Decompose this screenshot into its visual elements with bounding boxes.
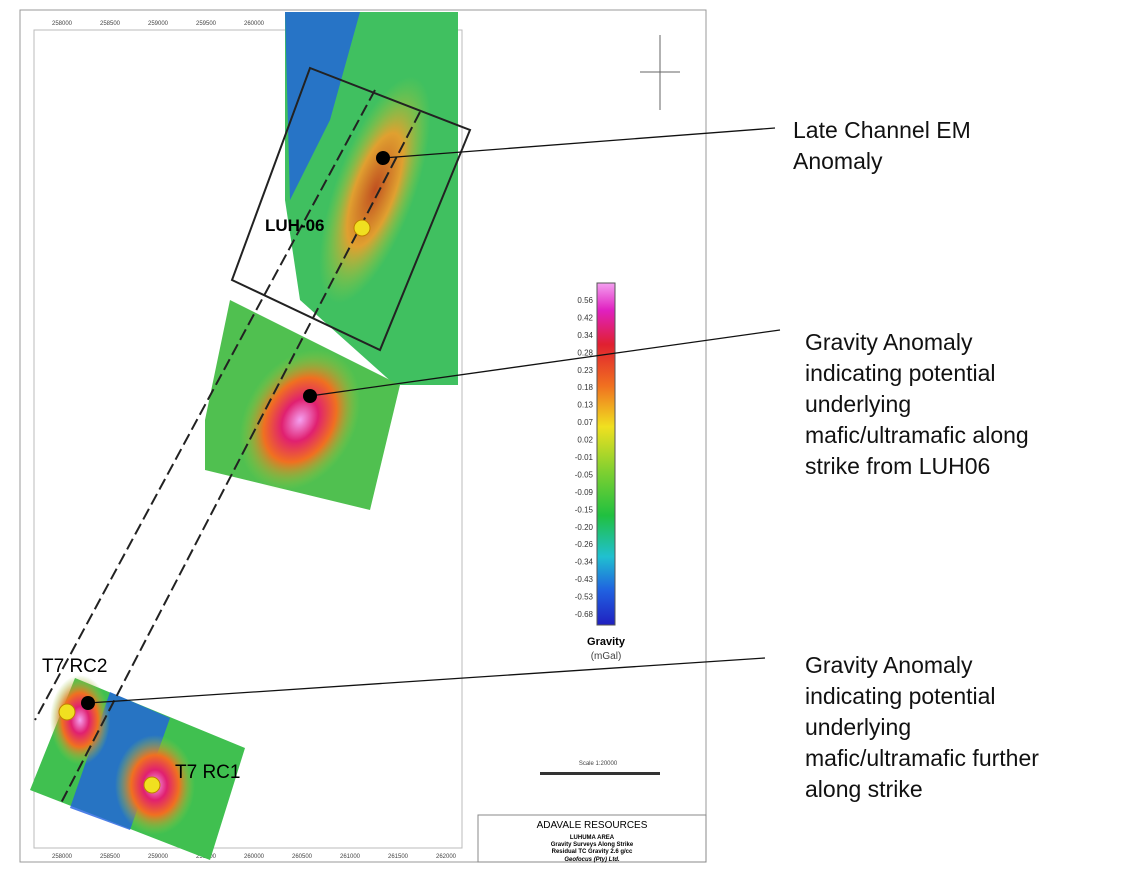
x-label: 258500: [100, 21, 121, 27]
x-label: 261000: [340, 854, 361, 860]
subtitle: Gravity Surveys Along Strike: [551, 842, 634, 848]
legend-value: -0.34: [575, 558, 594, 567]
hole-label: T7 RC1: [175, 762, 240, 783]
x-label: 259000: [148, 21, 169, 27]
x-label: 260000: [244, 854, 265, 860]
colorbar: [597, 283, 615, 625]
x-label: 261500: [388, 854, 409, 860]
drillhole: [354, 220, 370, 236]
x-label: 259000: [148, 854, 169, 860]
x-label: 262000: [436, 854, 457, 860]
legend-value: 0.56: [577, 296, 593, 305]
annotation-line: mafic/ultramafic further: [805, 745, 1039, 771]
legend-value: 0.42: [577, 313, 593, 322]
legend-value: -0.26: [575, 540, 594, 549]
subtitle: Residual TC Gravity 2.6 g/cc: [552, 849, 633, 855]
x-label: 260000: [244, 21, 265, 27]
legend-value: 0.34: [577, 331, 593, 340]
company: ADAVALE RESOURCES: [537, 820, 648, 831]
x-label: 258500: [100, 854, 121, 860]
annotation-line: along strike: [805, 776, 923, 802]
x-label: 258000: [52, 21, 73, 27]
annotation-line: Anomaly: [793, 148, 883, 174]
legend-value: -0.05: [575, 470, 594, 479]
legend-value: -0.09: [575, 488, 594, 497]
x-label: 258000: [52, 854, 73, 860]
x-label: 259500: [196, 21, 217, 27]
hole-label: LUH-06: [265, 216, 325, 235]
annotation-line: mafic/ultramafic along: [805, 422, 1029, 448]
legend-value: 0.13: [577, 401, 593, 410]
area: LUHUMA AREA: [570, 835, 615, 841]
legend-value: -0.15: [575, 505, 594, 514]
legend-value: -0.68: [575, 610, 594, 619]
hole-label: T7 RC2: [42, 656, 107, 677]
figure: 258000 258000 258500 258500 259000 259000 2595…: [0, 0, 1124, 871]
annotation-line: indicating potential: [805, 683, 996, 709]
legend-value: 0.18: [577, 383, 593, 392]
legend-value: -0.01: [575, 453, 594, 462]
annotation-line: Gravity Anomaly: [805, 329, 973, 355]
annotation-line: underlying: [805, 391, 911, 417]
annotation-line: strike from LUH06: [805, 453, 990, 479]
drillhole: [59, 704, 75, 720]
legend-title: Gravity: [587, 636, 626, 648]
scale-bar: [540, 772, 660, 775]
annotation-line: indicating potential: [805, 360, 996, 386]
south-high1: [50, 675, 110, 765]
legend-value: -0.53: [575, 593, 594, 602]
legend-value: -0.43: [575, 575, 594, 584]
legend-value: 0.07: [577, 418, 593, 427]
annotation-line: Late Channel EM: [793, 117, 971, 143]
legend-unit: (mGal): [591, 651, 622, 662]
drillhole: [144, 777, 160, 793]
annotation-line: Gravity Anomaly: [805, 652, 973, 678]
legend-value: 0.23: [577, 366, 593, 375]
annotation-line: underlying: [805, 714, 911, 740]
annotations: Late Channel EM Anomaly Gravity Anomaly ind…: [793, 117, 1039, 802]
scale-label: Scale 1:20000: [579, 761, 618, 767]
x-label: 260500: [292, 854, 313, 860]
legend-value: 0.02: [577, 436, 593, 445]
author: Geofocus (Pty) Ltd.: [564, 857, 620, 863]
legend-value: -0.20: [575, 523, 594, 532]
